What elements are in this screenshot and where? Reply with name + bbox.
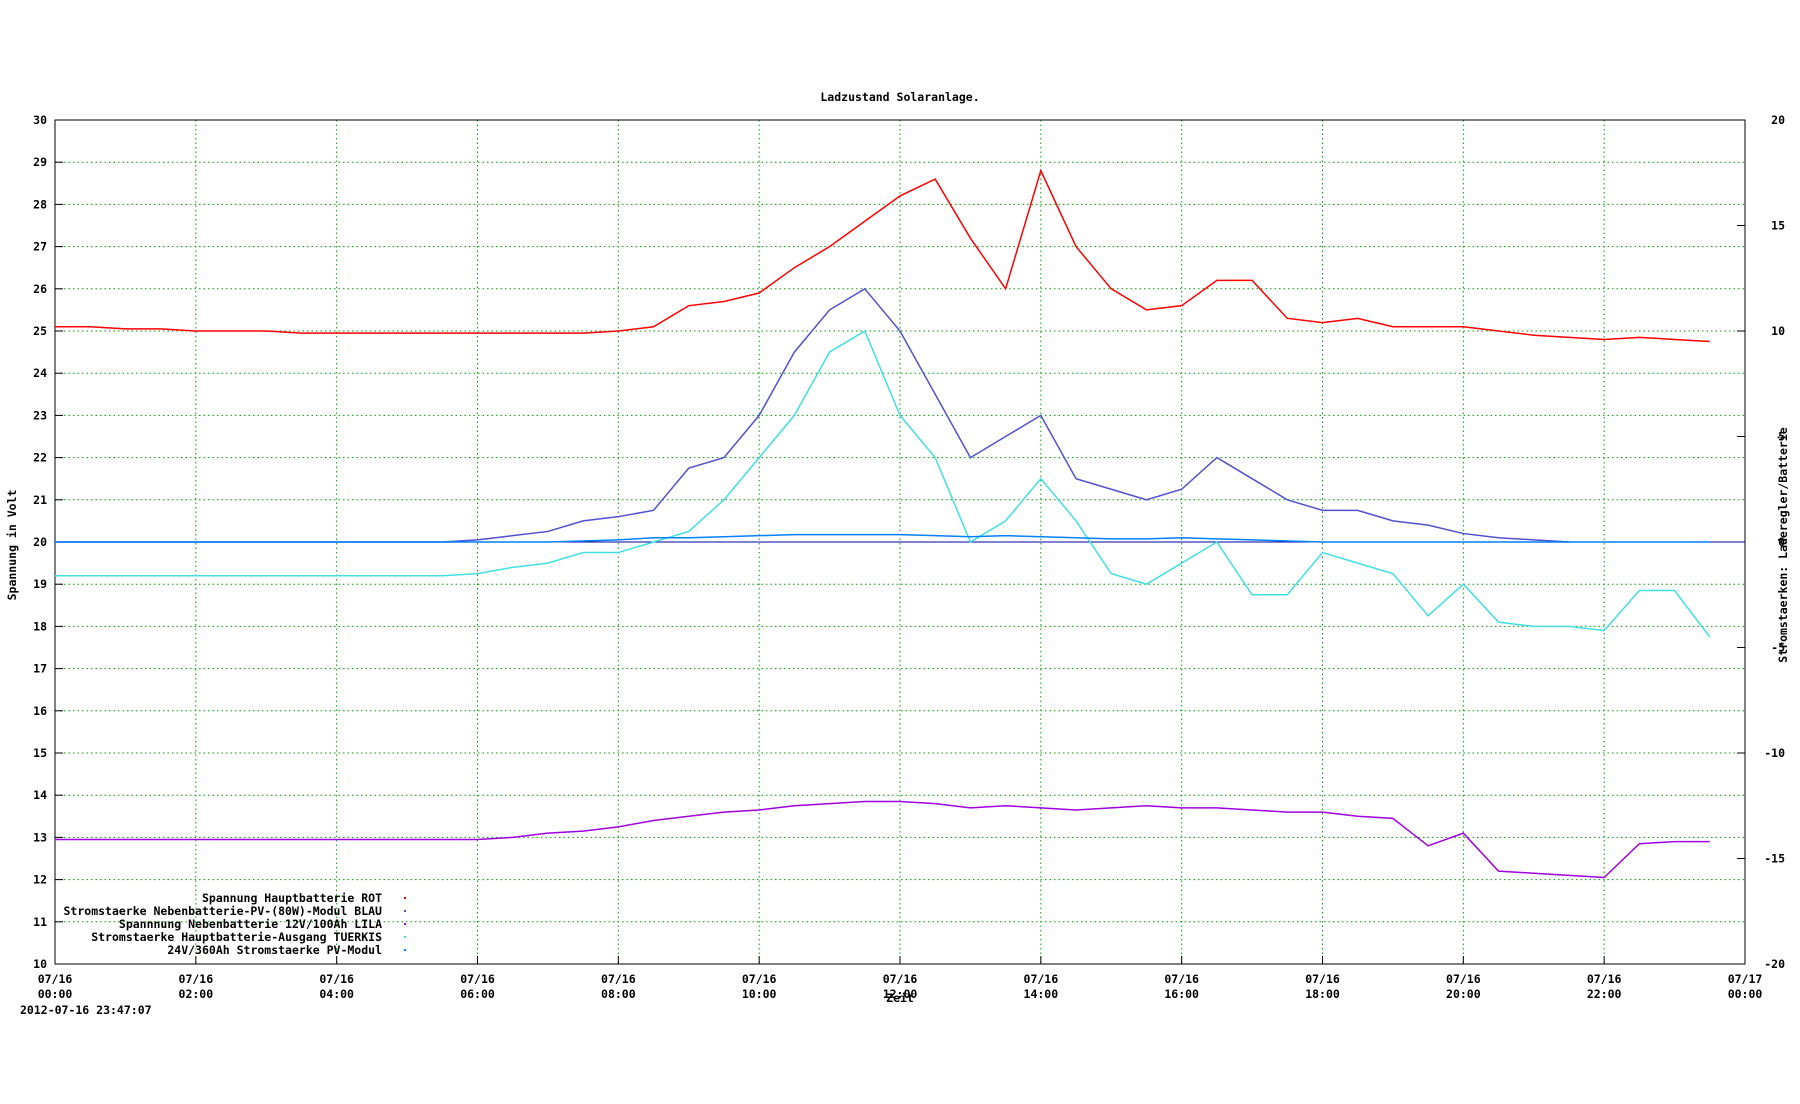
y-tick-label: 13 bbox=[33, 830, 47, 844]
y-tick-label: 22 bbox=[33, 451, 47, 465]
y-tick-label: 24 bbox=[33, 366, 47, 380]
y-tick-label: 12 bbox=[33, 873, 47, 887]
x-tick-label: 07/16 12:00 bbox=[883, 972, 918, 1001]
y2-tick-label: -15 bbox=[1764, 852, 1785, 866]
y-tick-label: 29 bbox=[33, 155, 47, 169]
y2-tick-label: -5 bbox=[1771, 641, 1785, 655]
legend-swatch bbox=[404, 910, 406, 912]
x-tick-label: 07/16 10:00 bbox=[742, 972, 777, 1001]
y-tick-label: 25 bbox=[33, 324, 47, 338]
legend-label: Spannung Hauptbatterie ROT bbox=[202, 891, 382, 905]
legend-label: Stromstaerke Nebenbatterie-PV-(80W)-Modu… bbox=[64, 904, 383, 918]
y-tick-label: 11 bbox=[33, 915, 47, 929]
y-tick-label: 27 bbox=[33, 240, 47, 254]
y-tick-label: 17 bbox=[33, 662, 47, 676]
y-tick-label: 21 bbox=[33, 493, 47, 507]
y-tick-label: 14 bbox=[33, 788, 47, 802]
x-tick-label: 07/16 04:00 bbox=[319, 972, 354, 1001]
y-tick-label: 19 bbox=[33, 577, 47, 591]
x-tick-label: 07/17 00:00 bbox=[1728, 972, 1763, 1001]
legend-swatch bbox=[404, 936, 406, 938]
legend-swatch bbox=[404, 923, 406, 925]
y2-axis-label: Stromstaerken: Laderegler/Batterie bbox=[1776, 427, 1790, 662]
legend-label: Spannnung Nebenbatterie 12V/100Ah LILA bbox=[119, 917, 382, 931]
legend-swatch bbox=[404, 897, 406, 899]
y-tick-label: 16 bbox=[33, 704, 47, 718]
y-tick-label: 18 bbox=[33, 619, 47, 633]
y2-tick-label: 0 bbox=[1778, 535, 1785, 549]
series-line bbox=[55, 533, 1710, 543]
y2-tick-label: 15 bbox=[1771, 219, 1785, 233]
legend-label: Stromstaerke Hauptbatterie-Ausgang TUERK… bbox=[91, 930, 382, 944]
x-tick-label: 07/16 14:00 bbox=[1024, 972, 1059, 1001]
y2-tick-label: 10 bbox=[1771, 324, 1785, 338]
y-axis-label: Spannung in Volt bbox=[5, 490, 19, 601]
legend-swatch bbox=[404, 949, 406, 951]
x-tick-label: 07/16 16:00 bbox=[1164, 972, 1199, 1001]
timestamp: 2012-07-16 23:47:07 bbox=[20, 1003, 152, 1017]
series-line bbox=[55, 329, 1711, 638]
x-tick-label: 07/16 20:00 bbox=[1446, 972, 1481, 1001]
series-line bbox=[55, 168, 1710, 343]
legend-label: 24V/360Ah Stromstaerke PV-Modul bbox=[167, 943, 382, 957]
x-tick-label: 07/16 08:00 bbox=[601, 972, 636, 1001]
x-tick-label: 07/16 00:00 bbox=[38, 972, 73, 1001]
y-tick-label: 30 bbox=[33, 113, 47, 127]
y-tick-label: 23 bbox=[33, 408, 47, 422]
y-tick-label: 28 bbox=[33, 197, 47, 211]
x-tick-label: 07/16 18:00 bbox=[1305, 972, 1340, 1001]
y-tick-label: 20 bbox=[33, 535, 47, 549]
x-tick-label: 07/16 22:00 bbox=[1587, 972, 1622, 1001]
y-tick-label: 10 bbox=[33, 957, 47, 971]
chart-title: Ladzustand Solaranlage. bbox=[820, 90, 979, 104]
y2-tick-label: 5 bbox=[1778, 430, 1785, 444]
x-axis-label: Zeit bbox=[886, 991, 914, 1005]
y-tick-label: 15 bbox=[33, 746, 47, 760]
x-tick-label: 07/16 02:00 bbox=[179, 972, 214, 1001]
y-tick-label: 26 bbox=[33, 282, 47, 296]
y2-tick-label: -20 bbox=[1764, 957, 1785, 971]
x-tick-label: 07/16 06:00 bbox=[460, 972, 495, 1001]
y2-tick-label: -10 bbox=[1764, 746, 1785, 760]
series-line bbox=[55, 800, 1710, 879]
y2-tick-label: 20 bbox=[1771, 113, 1785, 127]
